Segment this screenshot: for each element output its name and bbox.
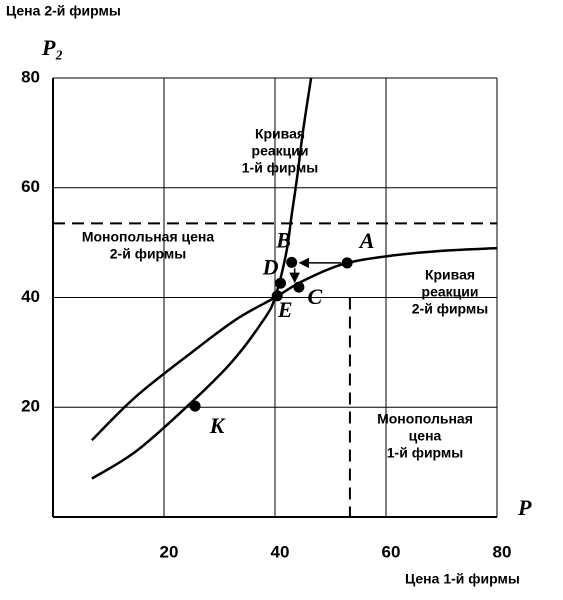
annotation: 2-й фирмы <box>412 301 488 317</box>
annotation: Монопольная <box>377 411 473 427</box>
annotation: 1-й фирмы <box>387 445 463 461</box>
y-tick-label: 40 <box>21 287 40 306</box>
point <box>293 281 305 293</box>
x-tick-label: 60 <box>382 542 401 561</box>
x-tick-label: 40 <box>271 542 290 561</box>
y-tick-label: 60 <box>21 177 40 196</box>
annotation: Кривая <box>425 267 475 283</box>
annotation: цена <box>409 428 442 444</box>
x-title: Цена 1-й фирмы <box>405 571 520 587</box>
annotation: Монопольная цена <box>82 229 215 245</box>
annotation: Кривая <box>255 126 305 142</box>
point-label: A <box>358 228 375 253</box>
y-tick-label: 80 <box>21 67 40 86</box>
point <box>275 277 287 289</box>
point-label: B <box>275 227 291 252</box>
annotation: 2-й фирмы <box>110 246 186 262</box>
annotation: реакции <box>422 284 479 300</box>
point <box>286 256 298 268</box>
x-tick-label: 80 <box>493 542 512 561</box>
annotation: реакции <box>252 143 309 159</box>
x-label: P <box>517 495 532 520</box>
point-label: D <box>262 254 279 279</box>
annotation: 1-й фирмы <box>242 160 318 176</box>
y-tick-label: 20 <box>21 397 40 416</box>
y-title: Цена 2-й фирмы <box>6 3 121 19</box>
point <box>189 400 201 412</box>
x-tick-label: 20 <box>160 542 179 561</box>
y-label: P₂ <box>41 35 63 60</box>
point <box>271 290 283 302</box>
point <box>341 257 353 269</box>
point-label: K <box>209 413 226 438</box>
point-label: C <box>308 284 323 309</box>
reaction-curve <box>90 246 498 442</box>
point-label: E <box>277 297 293 322</box>
